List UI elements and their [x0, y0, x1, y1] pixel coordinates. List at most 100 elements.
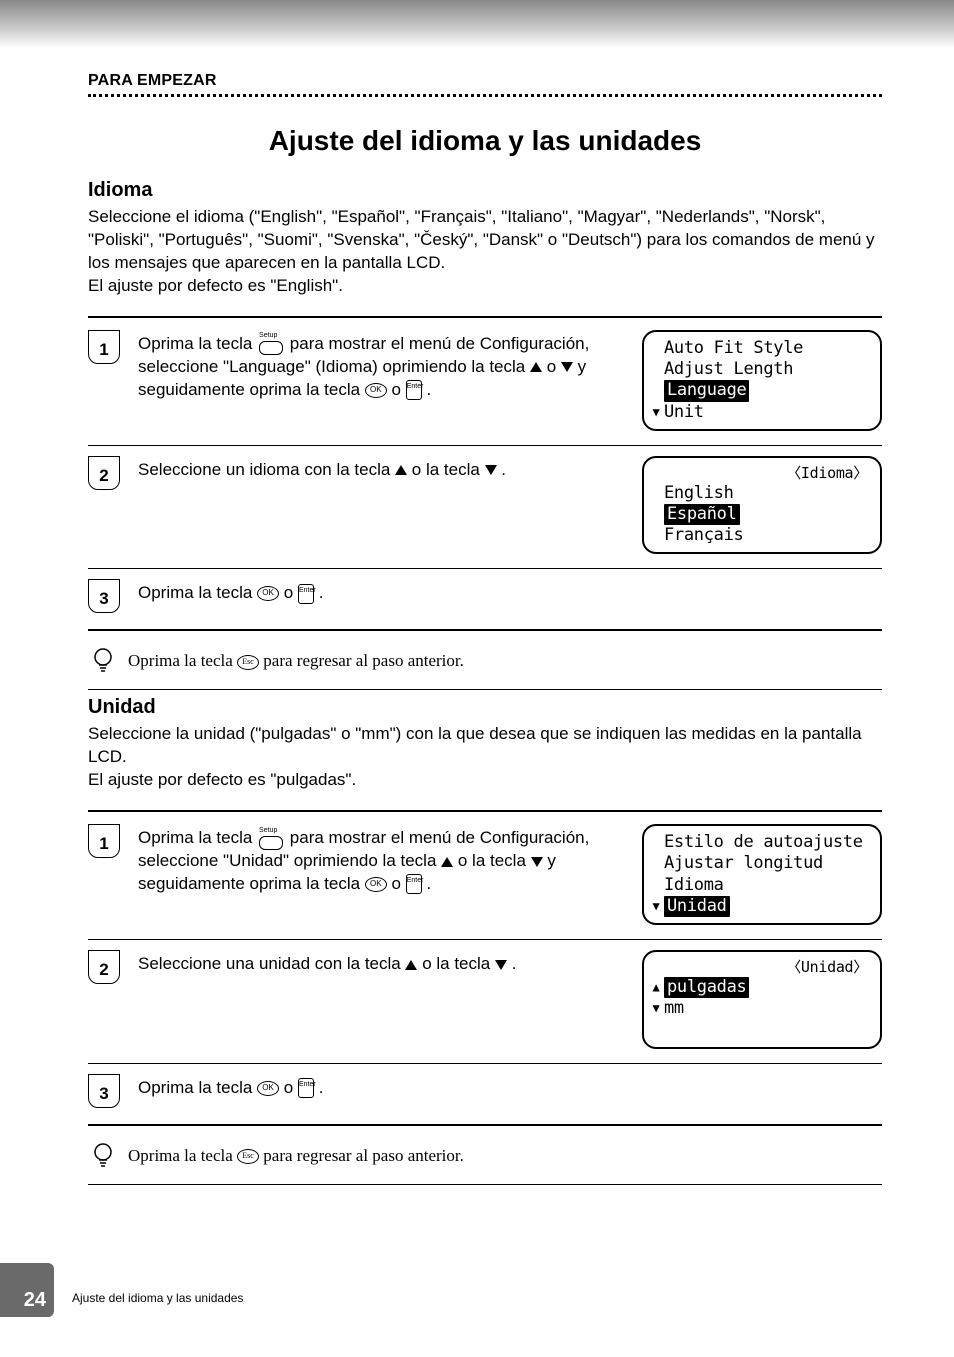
- hint-text: Oprima la tecla Esc para regresar al pas…: [128, 1146, 464, 1166]
- up-arrow-icon: [530, 362, 542, 372]
- text-frag: Oprima la tecla: [128, 1146, 237, 1165]
- idioma-step-1: 1 Oprima la tecla para mostrar el menú d…: [88, 320, 882, 445]
- esc-key-icon: Esc: [237, 1149, 259, 1164]
- step-text: Oprima la tecla para mostrar el menú de …: [138, 330, 624, 431]
- text-frag: o: [392, 874, 406, 893]
- text-frag: .: [319, 583, 324, 602]
- text-frag: o: [284, 583, 298, 602]
- page-number-tab: 24: [0, 1263, 54, 1317]
- ok-key-icon: OK: [257, 586, 279, 601]
- text-frag: o: [392, 380, 406, 399]
- lcd-col: Estilo de autoajuste Ajustar longitud Id…: [642, 824, 882, 925]
- lcd-screen: Estilo de autoajuste Ajustar longitud Id…: [642, 824, 882, 925]
- lcd-line: Unit: [664, 402, 704, 423]
- lcd-line: Estilo de autoajuste: [664, 832, 863, 853]
- hint-text: Oprima la tecla Esc para regresar al pas…: [128, 651, 464, 671]
- divider: [88, 316, 882, 318]
- unidad-step-3: 3 Oprima la tecla OK o Enter .: [88, 1064, 882, 1122]
- down-arrow-icon: [531, 857, 543, 867]
- lcd-line: Idioma: [664, 875, 724, 896]
- step-text: Oprima la tecla para mostrar el menú de …: [138, 824, 624, 925]
- enter-key-icon: Enter: [298, 1078, 314, 1098]
- idioma-title: Idioma: [88, 179, 882, 202]
- text-frag: Oprima la tecla: [138, 583, 257, 602]
- footer-text: Ajuste del idioma y las unidades: [72, 1291, 243, 1305]
- text-frag: o la tecla: [422, 954, 495, 973]
- idioma-intro-text: Seleccione el idioma ("English", "Españo…: [88, 207, 875, 272]
- lcd-col: Auto Fit Style Adjust Length Language ▼U…: [642, 330, 882, 431]
- setup-key-icon: [257, 828, 285, 850]
- idioma-hint: Oprima la tecla Esc para regresar al pas…: [88, 633, 882, 689]
- idioma-step-3: 3 Oprima la tecla OK o Enter .: [88, 569, 882, 627]
- step-number: 3: [88, 1074, 120, 1108]
- lcd-line-selected: Language: [664, 380, 749, 401]
- step-number: 2: [88, 950, 120, 984]
- section-header: PARA EMPEZAR: [88, 72, 882, 90]
- step-text: Oprima la tecla OK o Enter .: [138, 1074, 624, 1108]
- idioma-step-2: 2 Seleccione un idioma con la tecla o la…: [88, 446, 882, 569]
- lcd-col: 〈Idioma〉 English Español Français: [642, 456, 882, 555]
- text-frag: .: [319, 1078, 324, 1097]
- step-number: 2: [88, 456, 120, 490]
- ok-key-icon: OK: [257, 1081, 279, 1096]
- up-arrow-icon: [395, 465, 407, 475]
- up-arrow-icon: [405, 960, 417, 970]
- text-frag: o: [547, 357, 561, 376]
- divider: [88, 1124, 882, 1126]
- idioma-default: El ajuste por defecto es "English".: [88, 276, 343, 295]
- lcd-screen: 〈Unidad〉 ▲pulgadas ▼mm: [642, 950, 882, 1049]
- unidad-hint: Oprima la tecla Esc para regresar al pas…: [88, 1128, 882, 1184]
- text-frag: Oprima la tecla: [138, 1078, 257, 1097]
- lcd-marker-down-icon: ▼: [652, 899, 660, 914]
- lcd-screen: Auto Fit Style Adjust Length Language ▼U…: [642, 330, 882, 431]
- lcd-line-selected: pulgadas: [664, 977, 749, 998]
- setup-key-icon: [257, 333, 285, 355]
- unidad-default: El ajuste por defecto es "pulgadas".: [88, 770, 356, 789]
- divider: [88, 810, 882, 812]
- ok-key-icon: OK: [365, 383, 387, 398]
- page-number: 24: [24, 1289, 46, 1312]
- lightbulb-icon: [92, 647, 114, 675]
- text-frag: Seleccione una unidad con la tecla: [138, 954, 405, 973]
- divider: [88, 629, 882, 631]
- lcd-header: 〈Idioma〉: [652, 464, 870, 483]
- text-frag: o: [284, 1078, 298, 1097]
- text-frag: para regresar al paso anterior.: [263, 651, 464, 670]
- unidad-intro: Seleccione la unidad ("pulgadas" o "mm")…: [88, 723, 882, 792]
- text-frag: o la tecla: [458, 851, 531, 870]
- lcd-line: Ajustar longitud: [664, 853, 823, 874]
- step-number: 1: [88, 330, 120, 364]
- text-frag: .: [426, 874, 431, 893]
- idioma-intro: Seleccione el idioma ("English", "Españo…: [88, 206, 882, 298]
- lcd-line-selected: Unidad: [664, 896, 730, 917]
- lcd-screen: 〈Idioma〉 English Español Français: [642, 456, 882, 555]
- unidad-step-2: 2 Seleccione una unidad con la tecla o l…: [88, 940, 882, 1063]
- main-title: Ajuste del idioma y las unidades: [88, 125, 882, 157]
- text-frag: o la tecla: [412, 460, 485, 479]
- esc-key-icon: Esc: [237, 655, 259, 670]
- down-arrow-icon: [561, 362, 573, 372]
- lcd-marker-up-icon: ▲: [652, 980, 660, 995]
- ok-key-icon: OK: [365, 877, 387, 892]
- lcd-line: mm: [664, 998, 684, 1019]
- enter-key-icon: Enter: [298, 584, 314, 604]
- down-arrow-icon: [495, 960, 507, 970]
- text-frag: para regresar al paso anterior.: [263, 1146, 464, 1165]
- lcd-line-selected: Español: [664, 504, 740, 525]
- enter-key-icon: Enter: [406, 380, 422, 400]
- text-frag: Oprima la tecla: [138, 334, 257, 353]
- step-text: Seleccione una unidad con la tecla o la …: [138, 950, 624, 1049]
- step-text: Oprima la tecla OK o Enter .: [138, 579, 624, 613]
- unidad-intro-text: Seleccione la unidad ("pulgadas" o "mm")…: [88, 724, 862, 766]
- step-text: Seleccione un idioma con la tecla o la t…: [138, 456, 624, 555]
- page-content: PARA EMPEZAR Ajuste del idioma y las uni…: [88, 72, 882, 1185]
- down-arrow-icon: [485, 465, 497, 475]
- unidad-step-1: 1 Oprima la tecla para mostrar el menú d…: [88, 814, 882, 939]
- divider: [88, 1184, 882, 1185]
- text-frag: .: [501, 460, 506, 479]
- text-frag: .: [426, 380, 431, 399]
- page-top-gradient: [0, 0, 954, 48]
- unidad-title: Unidad: [88, 696, 882, 719]
- lcd-line: Auto Fit Style: [664, 338, 803, 359]
- text-frag: .: [512, 954, 517, 973]
